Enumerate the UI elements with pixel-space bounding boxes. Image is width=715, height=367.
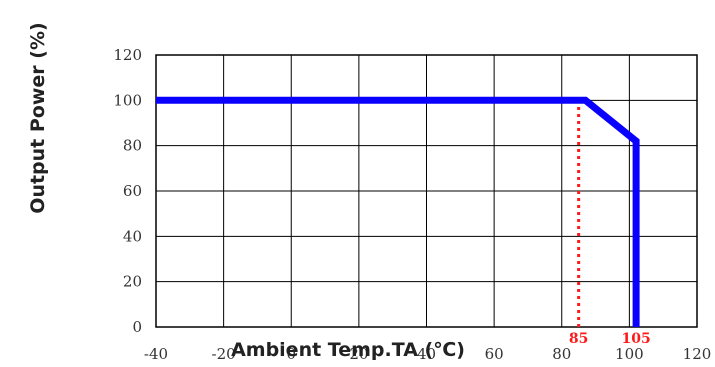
y-tick-label: 60 bbox=[123, 182, 142, 200]
y-tick-label: 0 bbox=[132, 318, 142, 336]
y-axis-title: Output Power (%) bbox=[27, 22, 49, 213]
data-series bbox=[156, 96, 640, 327]
y-tick-label: 20 bbox=[123, 273, 142, 291]
y-tick-label: 80 bbox=[123, 137, 142, 155]
plot-frame bbox=[155, 54, 698, 328]
annotation-labels: 85 105 bbox=[569, 331, 651, 347]
annotation-label-85: 85 bbox=[569, 331, 588, 347]
y-tick-label: 100 bbox=[113, 91, 142, 109]
grid-lines bbox=[155, 54, 698, 328]
x-tick-label: 120 bbox=[683, 345, 712, 363]
annotation-label-105: 105 bbox=[622, 331, 651, 347]
y-tick-label: 40 bbox=[123, 227, 142, 245]
y-tick-label: 120 bbox=[113, 46, 142, 64]
x-tick-label: -40 bbox=[144, 345, 168, 363]
x-axis-title: Ambient Temp.TA (℃) bbox=[231, 339, 465, 361]
series-line-0 bbox=[156, 96, 640, 327]
plot-border bbox=[155, 54, 698, 328]
x-tick-label: 0 bbox=[286, 345, 296, 363]
x-tick-labels: -40 -20 0 20 40 60 80 100 120 bbox=[144, 345, 711, 363]
x-tick-label: 20 bbox=[349, 345, 368, 363]
y-tick-labels: 0 20 40 60 80 100 120 bbox=[113, 46, 142, 336]
x-tick-label: 60 bbox=[485, 345, 504, 363]
x-tick-label: -20 bbox=[212, 345, 236, 363]
x-tick-label: 80 bbox=[552, 345, 571, 363]
x-tick-label: 40 bbox=[417, 345, 436, 363]
x-tick-label: 100 bbox=[615, 345, 644, 363]
